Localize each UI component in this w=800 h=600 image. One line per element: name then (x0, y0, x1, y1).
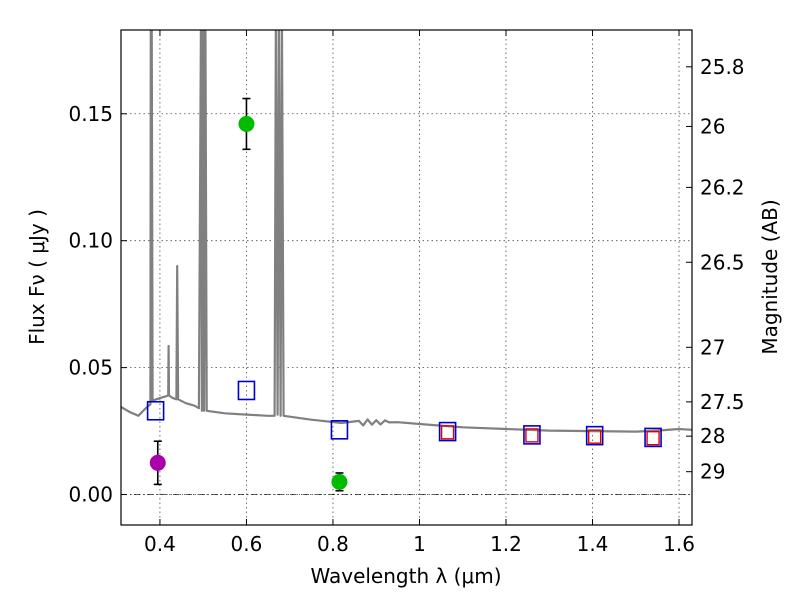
observed-red-point (587, 429, 602, 444)
x-axis-title: Wavelength λ (μm) (310, 564, 501, 588)
observed-red-point (440, 425, 455, 440)
right-axis-title: Magnitude (AB) (758, 199, 782, 354)
model-photometry-point (438, 421, 457, 442)
right-tick-label: 28 (700, 424, 725, 448)
model-photometry-point (237, 380, 256, 401)
plot-frame (120, 29, 693, 526)
x-tick-label: 0.8 (317, 532, 349, 556)
model-photometry-point (644, 427, 662, 448)
observed-point (238, 115, 255, 132)
model-photometry-point (585, 425, 604, 446)
axis-ticks: 0.4 0.6 0.8 1 1.2 1.4 1.6 0.00 0.05 0.10 0.15 25.8 2… (68, 30, 745, 556)
y-tick-label: 0.00 (68, 483, 113, 507)
right-tick-label: 26 (700, 114, 725, 138)
x-tick-label: 1.2 (490, 532, 522, 556)
right-tick-label: 25.8 (700, 55, 745, 79)
y-axis-title: Flux Fν ( μJy ) (25, 209, 49, 345)
x-tick-label: 0.6 (231, 532, 263, 556)
grid (121, 30, 692, 525)
y-tick-label: 0.05 (68, 356, 113, 380)
spectrum-line (121, 30, 692, 433)
observed-red-point (646, 430, 660, 446)
model-photometry-point (523, 425, 541, 445)
x-tick-label: 1.4 (577, 532, 609, 556)
plot-area (121, 30, 692, 492)
x-tick-label: 0.4 (144, 532, 176, 556)
model-photometry-point (330, 420, 349, 440)
right-tick-label: 29 (700, 460, 725, 484)
right-tick-label: 26.5 (700, 250, 745, 274)
observed-red-point (525, 428, 539, 443)
observed-point (149, 454, 166, 471)
y-tick-label: 0.10 (68, 229, 113, 253)
right-tick-label: 26.2 (700, 175, 745, 199)
x-tick-label: 1 (413, 532, 426, 556)
right-tick-label: 27.5 (700, 390, 745, 414)
x-tick-label: 1.6 (663, 532, 695, 556)
y-tick-label: 0.15 (68, 102, 113, 126)
right-tick-label: 27 (700, 335, 725, 359)
observed-point (331, 473, 348, 490)
model-photometry-point (146, 400, 165, 421)
